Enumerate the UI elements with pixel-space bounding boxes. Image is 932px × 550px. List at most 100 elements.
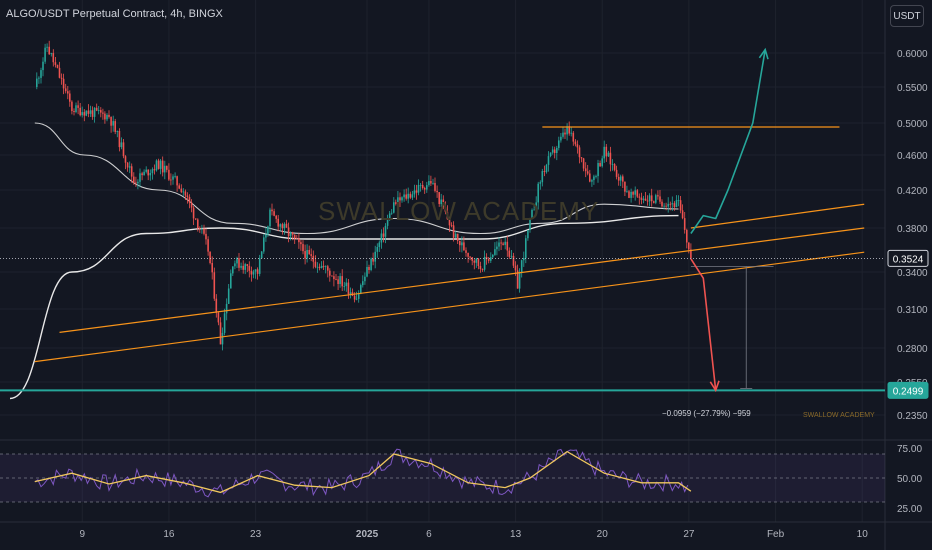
candle-body	[553, 149, 556, 153]
candle-body	[683, 218, 686, 230]
candle-body	[498, 242, 500, 247]
candle-body	[240, 265, 242, 268]
candle-body	[263, 237, 265, 252]
candle-body	[578, 147, 581, 158]
candle-body	[397, 197, 399, 204]
channel-line-a	[59, 227, 865, 333]
rsi-tick-label: 25.00	[897, 504, 922, 515]
candle-body	[525, 238, 527, 258]
candle-body	[223, 313, 226, 333]
candle-body	[372, 258, 374, 262]
candle-body	[564, 132, 566, 135]
time-tick-label: 27	[683, 529, 695, 540]
candle-body	[178, 185, 180, 189]
candle-body	[60, 77, 63, 79]
candle-body	[267, 226, 269, 235]
candle-body	[434, 183, 436, 191]
candle-body	[384, 225, 387, 237]
candle-body	[126, 162, 129, 168]
candle-body	[44, 47, 46, 62]
candle-body	[246, 264, 249, 266]
candle-body	[423, 188, 426, 190]
candle-body	[624, 181, 626, 192]
candle-body	[617, 177, 620, 181]
candle-body	[322, 265, 325, 267]
candle-body	[438, 192, 440, 204]
candle-body	[452, 225, 455, 238]
candle-body	[106, 114, 108, 120]
candle-body	[642, 198, 645, 200]
price-tick-label: 0.4200	[897, 186, 928, 197]
candle-body	[630, 191, 632, 198]
candle-body	[368, 267, 370, 270]
candle-body	[161, 160, 164, 173]
candle-body	[130, 166, 133, 177]
candle-body	[523, 258, 525, 261]
candle-body	[69, 93, 71, 102]
candle-body	[504, 241, 506, 245]
candle-body	[475, 258, 478, 263]
candle-body	[302, 244, 304, 252]
candle-body	[184, 191, 187, 196]
candle-body	[601, 158, 603, 167]
candle-body	[370, 258, 372, 270]
candle-body	[147, 169, 149, 176]
candle-body	[285, 223, 288, 228]
bull-projection-arrowhead	[758, 47, 769, 60]
candle-body	[234, 263, 236, 267]
candle-body	[281, 224, 284, 229]
candle-body	[353, 295, 356, 300]
candle-body	[190, 202, 193, 208]
brand-label: SWALLOW ACADEMY	[803, 412, 875, 419]
time-tick-label: 10	[857, 529, 869, 540]
candle-body	[628, 191, 630, 198]
candle-body	[54, 62, 57, 65]
candle-body	[48, 46, 50, 55]
candle-body	[393, 202, 395, 213]
candle-body	[287, 227, 290, 237]
candle-body	[304, 251, 306, 259]
candle-body	[419, 185, 422, 186]
candle-body	[87, 110, 90, 114]
candle-body	[137, 181, 139, 184]
candle-body	[593, 176, 595, 181]
candle-body	[118, 131, 121, 148]
candle-body	[364, 276, 366, 282]
candle-body	[362, 281, 364, 286]
candle-body	[135, 182, 137, 184]
candle-body	[533, 209, 535, 211]
candle-body	[541, 171, 544, 183]
candle-body	[547, 156, 550, 165]
candle-body	[675, 200, 678, 208]
candle-body	[308, 250, 310, 255]
candle-body	[663, 205, 665, 207]
candle-body	[145, 169, 147, 172]
candle-body	[293, 234, 296, 239]
rsi-raw-line	[34, 448, 689, 498]
candle-body	[254, 269, 257, 272]
candle-body	[81, 112, 83, 116]
candle-body	[64, 88, 67, 92]
candle-body	[430, 181, 432, 184]
candle-body	[632, 191, 634, 195]
candle-body	[510, 255, 513, 257]
candle-body	[248, 265, 251, 271]
currency-button[interactable]: USDT	[890, 5, 924, 27]
current-price-badge-text: 0.3524	[893, 254, 924, 265]
candle-body	[182, 191, 185, 193]
candle-body	[333, 276, 335, 280]
candle-body	[73, 111, 75, 112]
candle-body	[686, 229, 688, 243]
candle-body	[374, 251, 376, 262]
candle-body	[347, 282, 350, 295]
bear-projection	[690, 258, 717, 391]
candle-body	[667, 203, 669, 207]
time-tick-label: 16	[163, 529, 175, 540]
candle-body	[432, 183, 434, 184]
candle-body	[52, 53, 55, 63]
channel-upper-line	[690, 203, 865, 229]
candle-body	[570, 132, 572, 134]
candle-body	[176, 176, 178, 186]
candle-body	[490, 257, 492, 261]
candle-body	[679, 200, 682, 211]
